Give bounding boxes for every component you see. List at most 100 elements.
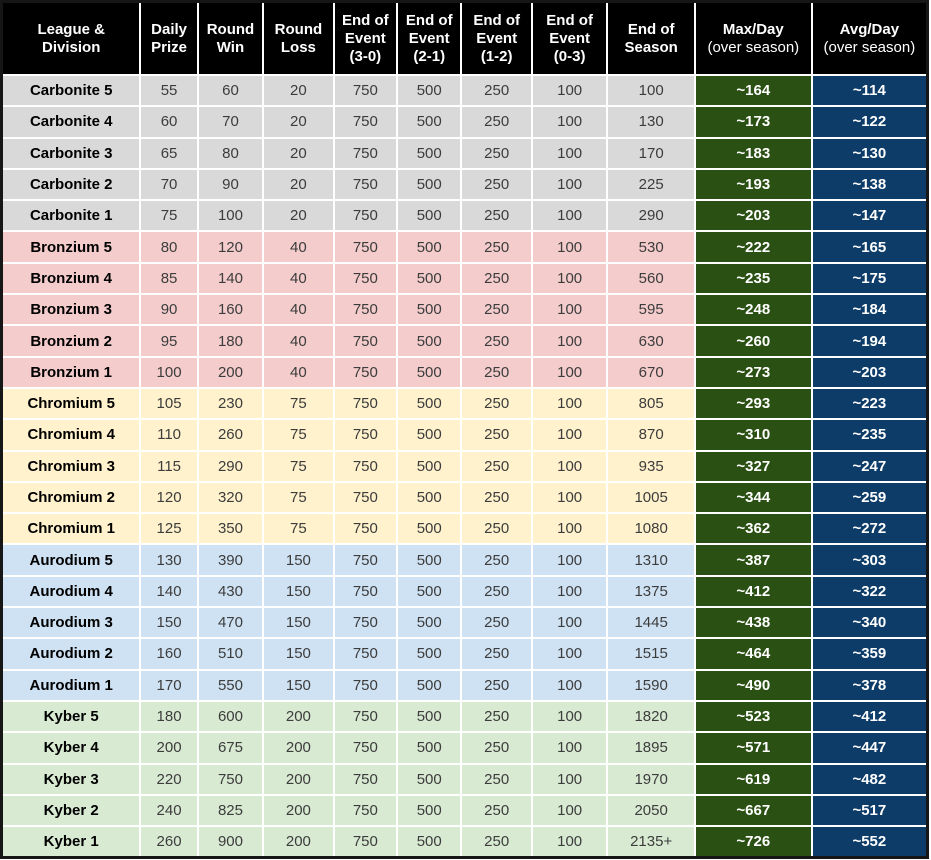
value-cell: 1445 (606, 606, 696, 640)
value-cell: 750 (332, 637, 399, 671)
max-day-cell: ~619 (693, 762, 813, 796)
value-cell: 80 (139, 230, 199, 264)
value-cell: 250 (460, 480, 533, 515)
value-cell: 90 (196, 167, 265, 202)
value-cell: 350 (196, 512, 265, 546)
value-cell: 250 (460, 355, 533, 389)
max-day-cell: ~235 (693, 261, 813, 296)
value-cell: 20 (262, 167, 335, 202)
max-day-cell: ~327 (693, 449, 813, 483)
table-row: Kyber 4 200 675 200 750 500 250 100 1895 ~571 ~447 (0, 731, 929, 765)
division-cell: Bronzium 1 (0, 355, 142, 389)
value-cell: 100 (530, 668, 609, 702)
value-cell: 750 (332, 606, 399, 640)
value-cell: 100 (530, 293, 609, 327)
avg-day-cell: ~482 (810, 762, 929, 796)
value-cell: 250 (460, 543, 533, 577)
max-day-cell: ~173 (693, 105, 813, 139)
value-cell: 630 (606, 324, 696, 358)
value-cell: 20 (262, 199, 335, 233)
avg-day-cell: ~378 (810, 668, 929, 702)
table-row: Chromium 2 120 320 75 750 500 250 100 1005 ~344 ~2… (0, 480, 929, 515)
table-row: Chromium 4 110 260 75 750 500 250 100 870 ~310 ~23… (0, 418, 929, 452)
value-cell: 40 (262, 230, 335, 264)
value-cell: 100 (530, 762, 609, 796)
value-cell: 120 (139, 480, 199, 515)
value-cell: 200 (262, 825, 335, 859)
avg-day-cell: ~165 (810, 230, 929, 264)
value-cell: 670 (606, 355, 696, 389)
column-header-line: Round (206, 20, 255, 38)
value-cell: 250 (460, 136, 533, 170)
value-cell: 250 (460, 606, 533, 640)
value-cell: 750 (332, 105, 399, 139)
value-cell: 250 (460, 386, 533, 421)
value-cell: 60 (139, 105, 199, 139)
value-cell: 250 (460, 637, 533, 671)
value-cell: 150 (139, 606, 199, 640)
value-cell: 160 (139, 637, 199, 671)
division-cell: Aurodium 1 (0, 668, 142, 702)
value-cell: 750 (196, 762, 265, 796)
value-cell: 100 (530, 73, 609, 108)
column-header-end_season: End of Season (606, 0, 696, 76)
max-day-cell: ~203 (693, 199, 813, 233)
value-cell: 500 (396, 167, 463, 202)
value-cell: 500 (396, 480, 463, 515)
division-cell: Kyber 2 (0, 793, 142, 828)
value-cell: 100 (530, 543, 609, 577)
column-header-line: End of (405, 11, 453, 29)
value-cell: 870 (606, 418, 696, 452)
value-cell: 320 (196, 480, 265, 515)
avg-day-cell: ~175 (810, 261, 929, 296)
value-cell: 250 (460, 230, 533, 264)
column-header-line: (over season) (823, 38, 916, 56)
division-cell: Kyber 3 (0, 762, 142, 796)
max-day-cell: ~293 (693, 386, 813, 421)
value-cell: 750 (332, 418, 399, 452)
column-header-round_loss: Round Loss (262, 0, 335, 76)
value-cell: 250 (460, 261, 533, 296)
value-cell: 200 (262, 699, 335, 734)
value-cell: 180 (196, 324, 265, 358)
max-day-cell: ~193 (693, 167, 813, 202)
value-cell: 150 (262, 543, 335, 577)
table-row: Chromium 5 105 230 75 750 500 250 100 805 ~293 ~22… (0, 386, 929, 421)
value-cell: 750 (332, 324, 399, 358)
value-cell: 100 (530, 355, 609, 389)
column-header-line: Prize (151, 38, 187, 56)
column-header-end_event_2_1: End of Event (2-1) (396, 0, 463, 76)
value-cell: 85 (139, 261, 199, 296)
division-cell: Chromium 3 (0, 449, 142, 483)
value-cell: 250 (460, 574, 533, 609)
table-row: Bronzium 3 90 160 40 750 500 250 100 595 ~248 ~184 (0, 293, 929, 327)
table-row: Bronzium 1 100 200 40 750 500 250 100 670 ~273 ~20… (0, 355, 929, 389)
column-header-line: End of (546, 11, 593, 29)
column-header-line: Event (476, 29, 518, 47)
value-cell: 260 (196, 418, 265, 452)
value-cell: 55 (139, 73, 199, 108)
table-row: Aurodium 4 140 430 150 750 500 250 100 1375 ~412 ~… (0, 574, 929, 609)
value-cell: 500 (396, 105, 463, 139)
value-cell: 250 (460, 105, 533, 139)
value-cell: 500 (396, 386, 463, 421)
max-day-cell: ~464 (693, 637, 813, 671)
value-cell: 1590 (606, 668, 696, 702)
value-cell: 500 (396, 543, 463, 577)
value-cell: 130 (139, 543, 199, 577)
value-cell: 1310 (606, 543, 696, 577)
value-cell: 750 (332, 386, 399, 421)
table-row: Carbonite 5 55 60 20 750 500 250 100 100 ~164 ~114 (0, 73, 929, 108)
value-cell: 260 (139, 825, 199, 859)
column-header-max_day: Max/Day (over season) (693, 0, 813, 76)
table-row: Carbonite 2 70 90 20 750 500 250 100 225 ~193 ~138 (0, 167, 929, 202)
value-cell: 750 (332, 762, 399, 796)
value-cell: 150 (262, 574, 335, 609)
column-header-line: Round (274, 20, 323, 38)
value-cell: 120 (196, 230, 265, 264)
column-header-avg_day: Avg/Day (over season) (810, 0, 929, 76)
value-cell: 1970 (606, 762, 696, 796)
division-cell: Kyber 4 (0, 731, 142, 765)
value-cell: 2135+ (606, 825, 696, 859)
